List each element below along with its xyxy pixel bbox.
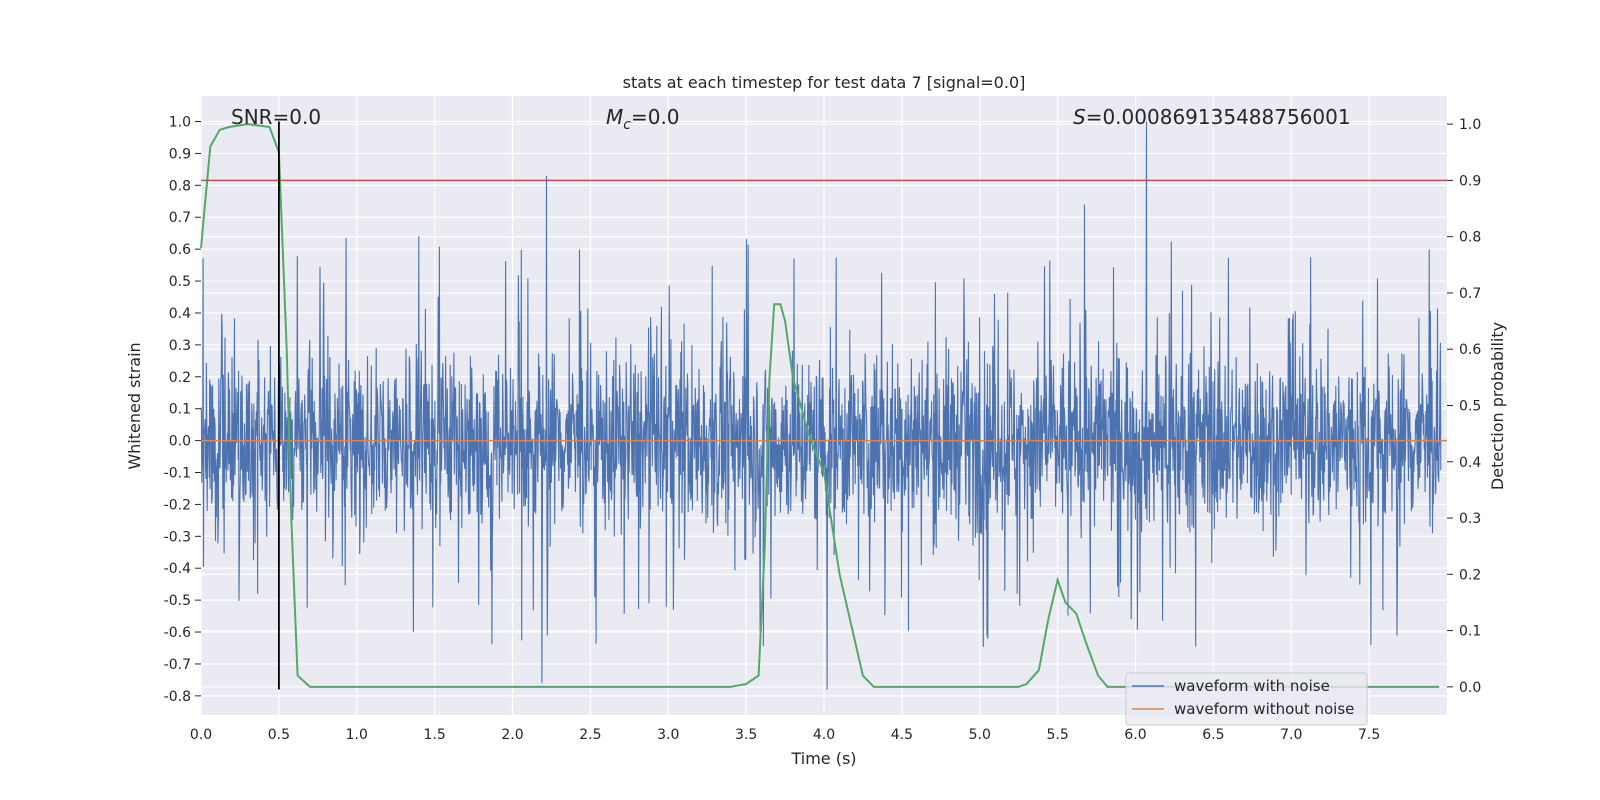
- y-tick-label: -0.2: [164, 497, 191, 513]
- s-statistic-value: =0.000869135488756001: [1086, 105, 1351, 129]
- x-tick-label: 6.0: [1124, 727, 1146, 743]
- waveform-with-noise-line: [200, 121, 1442, 690]
- y-tick-label: -0.7: [164, 657, 191, 673]
- chirp-mass-annotation: Mc=0.0: [606, 105, 680, 133]
- x-axis-label: Time (s): [790, 749, 856, 768]
- x-tick-label: 3.5: [735, 727, 757, 743]
- y-tick-label: -0.4: [164, 561, 191, 577]
- y-tick-label: 0.8: [169, 178, 191, 194]
- y-tick-label: 0.6: [169, 242, 191, 258]
- y-right-tick-label: 0.1: [1459, 624, 1481, 640]
- y-tick-label: 0.4: [169, 306, 191, 322]
- y-right-tick-label: 0.7: [1459, 286, 1481, 302]
- x-tick-label: 7.5: [1358, 727, 1380, 743]
- x-tick-label: 5.5: [1046, 727, 1068, 743]
- y-tick-label: -0.6: [164, 625, 191, 641]
- y-tick-label: 0.2: [169, 370, 191, 386]
- x-tick-label: 4.0: [813, 727, 835, 743]
- x-tick-label: 3.0: [657, 727, 679, 743]
- s-statistic-symbol: S: [1073, 105, 1086, 129]
- snr-annotation: SNR=0.0: [231, 105, 321, 129]
- tick-labels: 0.0 0.5 1.0 1.5 2.0 2.5 3.0 3.5 4.0 4.5 5.0 5.5 6.0 6…: [164, 115, 1482, 743]
- legend-label-waveform-with-noise: waveform with noise: [1174, 677, 1330, 695]
- x-tick-label: 4.5: [891, 727, 913, 743]
- chirp-mass-symbol: M: [606, 105, 623, 129]
- y-tick-label: -0.8: [164, 689, 191, 705]
- x-tick-label: 7.0: [1280, 727, 1302, 743]
- x-tick-label: 2.5: [579, 727, 601, 743]
- y-tick-label: -0.5: [164, 593, 191, 609]
- x-tick-label: 1.5: [423, 727, 445, 743]
- y-tick-label: 0.5: [169, 274, 191, 290]
- line-series-group: [200, 121, 1447, 690]
- legend: waveform with noise waveform without noi…: [1125, 672, 1368, 726]
- y-right-tick-label: 1.0: [1459, 117, 1481, 133]
- x-tick-label: 0.0: [190, 727, 212, 743]
- y-right-tick-label: 0.8: [1459, 230, 1481, 246]
- waveform-with-noise-series: [200, 121, 1442, 690]
- x-tick-label: 1.0: [346, 727, 368, 743]
- y-axis-label: Whitened strain: [125, 342, 144, 469]
- y-tick-label: -0.1: [164, 466, 191, 482]
- y-right-tick-label: 0.6: [1459, 342, 1481, 358]
- y-right-tick-label: 0.9: [1459, 173, 1481, 189]
- y-tick-label: 0.0: [169, 434, 191, 450]
- x-tick-label: 0.5: [268, 727, 290, 743]
- legend-label-waveform-without-noise: waveform without noise: [1174, 700, 1354, 718]
- y-tick-label: 0.9: [169, 146, 191, 162]
- legend-box: [1125, 672, 1368, 726]
- x-tick-label: 2.0: [501, 727, 523, 743]
- y-tick-label: 1.0: [169, 115, 191, 131]
- x-tick-label: 6.5: [1202, 727, 1224, 743]
- y-tick-label: 0.7: [169, 210, 191, 226]
- chirp-mass-value: =0.0: [631, 105, 680, 129]
- y-tick-label: 0.3: [169, 338, 191, 354]
- y-right-tick-label: 0.2: [1459, 567, 1481, 583]
- y-tick-label: -0.3: [164, 529, 191, 545]
- detection-probability-line: [200, 123, 1440, 688]
- y-right-tick-label: 0.3: [1459, 511, 1481, 527]
- y-right-tick-label: 0.4: [1459, 455, 1481, 471]
- y-axis-right-label: Detection probability: [1488, 322, 1507, 490]
- y-right-tick-label: 0.0: [1459, 680, 1481, 696]
- chirp-mass-subscript: c: [623, 117, 631, 133]
- y-right-tick-label: 0.5: [1459, 399, 1481, 415]
- s-statistic-annotation: S=0.000869135488756001: [1073, 105, 1351, 129]
- y-tick-label: 0.1: [169, 402, 191, 418]
- x-tick-label: 5.0: [969, 727, 991, 743]
- chart-title: stats at each timestep for test data 7 […: [623, 73, 1026, 92]
